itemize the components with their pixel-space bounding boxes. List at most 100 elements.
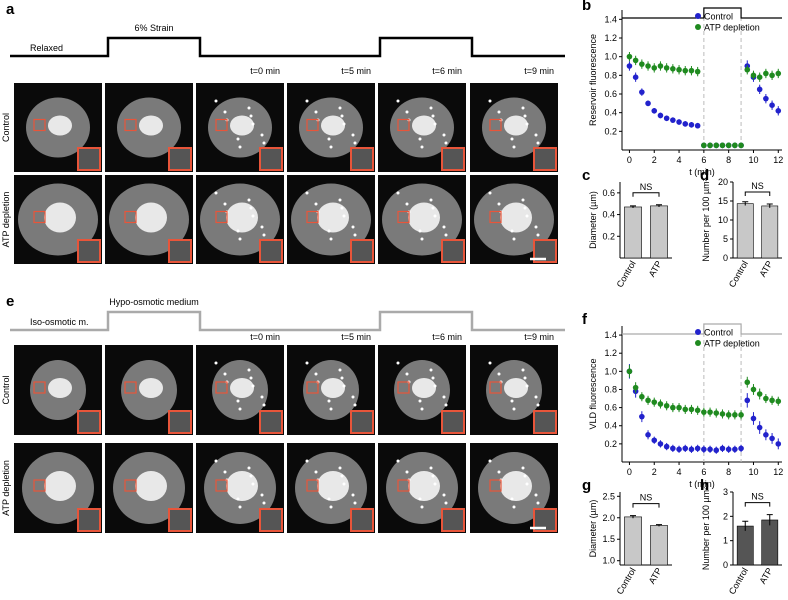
x-tick-label: 6 [701,155,706,165]
y-axis-label: Diameter (µm) [588,191,598,249]
vesicle [488,361,492,365]
vesicle [214,459,218,463]
vesicle [260,133,264,137]
roi [306,479,319,492]
vesicle [353,501,357,505]
point [713,410,720,416]
vesicle [249,206,253,210]
panel-letter: d [700,167,709,184]
vesicle [314,470,318,474]
vesicle [534,493,538,497]
vesicle [525,214,529,218]
vesicle [314,202,318,206]
roi [33,118,46,132]
point [744,66,751,73]
point [769,102,775,108]
bar [624,516,642,566]
error-bar [766,203,773,208]
vesicle [340,376,344,380]
vesicle [512,237,516,241]
inset [350,508,374,532]
bar [736,203,754,259]
y-axis-label: Number per 100 µm² [701,178,711,261]
vesicle [340,474,344,478]
y-tick-label: 0.8 [604,70,617,80]
vesicle [431,474,435,478]
point [738,412,744,418]
legend-label: Control [704,12,733,22]
point [763,395,769,402]
vesicle [536,501,540,505]
vesicle [431,114,435,118]
vesicle [536,403,540,407]
vesicle [353,141,357,145]
vesicle [433,482,437,486]
vesicle [444,403,448,407]
cell-core [139,115,163,136]
roi [397,479,410,492]
y-tick-label: 1.5 [602,534,615,544]
legend-label: ATP depletion [704,339,760,349]
error-bar [656,524,662,527]
vesicle [236,399,240,403]
point [725,412,732,418]
roi [215,118,228,132]
point [645,63,651,69]
inset [168,410,192,434]
vesicle [338,198,342,202]
roi [397,118,410,132]
vesicle [305,361,309,365]
roi [397,381,410,394]
significance-bracket [744,191,771,196]
vesicle [351,133,355,137]
vesicle [342,384,346,388]
panel-letter: f [582,311,588,328]
vesicle [534,395,538,399]
cell-core [226,202,258,233]
y-tick-label: 0.4 [602,210,615,220]
vesicle [251,384,255,388]
vesicle [342,482,346,486]
point [682,121,689,127]
vesicle [420,505,424,509]
panel-letter: e [6,293,14,310]
point [738,445,744,452]
vesicle [396,191,400,195]
point [744,397,751,404]
inset [533,508,557,532]
vesicle [329,237,333,241]
inset [441,508,465,532]
vesicle [327,137,331,141]
panel-letter: a [6,1,15,18]
legend-marker [695,329,701,335]
time-label: t=6 min [432,66,462,76]
point [645,432,651,438]
point [657,401,664,407]
protocol-trace [622,7,782,19]
y-tick-label: 1 [723,536,728,546]
point [701,409,707,415]
cell-core [500,202,532,233]
vesicle [249,474,253,478]
point [688,122,695,128]
x-tick-label: 4 [677,467,682,477]
y-tick-label: 0.6 [602,188,615,198]
vesicle [223,470,227,474]
cell-core [504,378,528,398]
inset [533,239,557,263]
vesicle [247,368,251,372]
x-tick-label: ATP [757,259,774,279]
point [651,65,658,71]
point [682,67,689,74]
bar [761,205,779,259]
vesicle [488,99,492,103]
vesicle [488,459,492,463]
annotation: NS [640,182,653,192]
vesicle [488,191,492,195]
vesicle [329,145,333,149]
vesicle [536,141,540,145]
vesicle [396,361,400,365]
time-label: t=5 min [341,66,371,76]
inset [168,147,192,171]
point [626,63,633,69]
